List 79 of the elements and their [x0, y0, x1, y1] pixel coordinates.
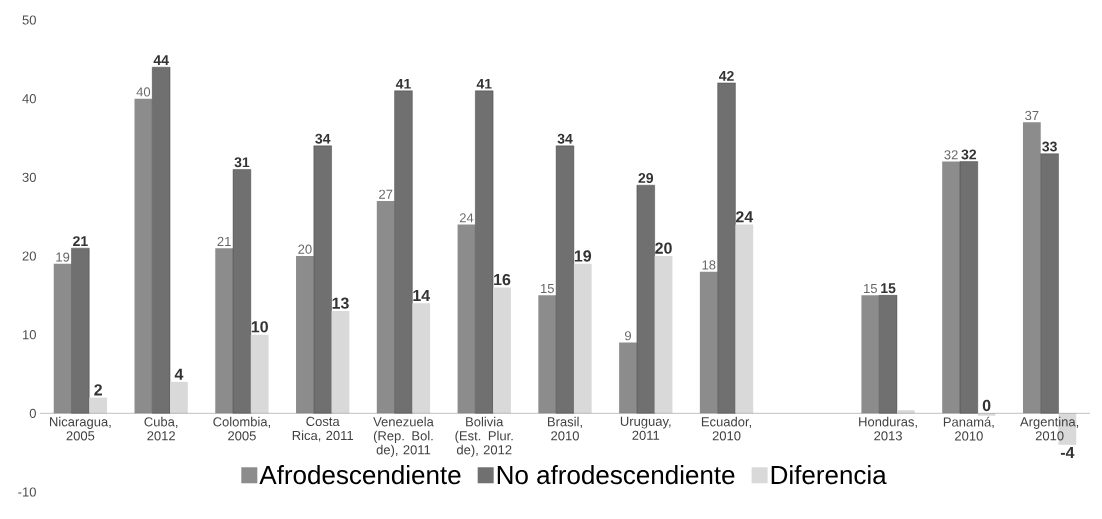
bar: [493, 287, 511, 414]
data-label: 4: [174, 368, 184, 380]
bar: [412, 303, 431, 414]
data-label: 37: [1025, 110, 1039, 121]
data-label: 20: [655, 242, 672, 254]
y-tick-label: 40: [22, 94, 36, 104]
y-tick-label: 10: [23, 330, 36, 340]
x-tick-label: Ecuador, 2010: [701, 416, 752, 441]
data-label: 40: [136, 87, 151, 97]
bar: [376, 200, 395, 414]
data-label: 24: [459, 213, 474, 223]
x-tick-label: Bolivia (Est. Plur. de), 2012: [455, 416, 513, 457]
x-tick-label: Uruguay, 2011: [620, 416, 671, 440]
bar: [215, 248, 234, 414]
bar: [896, 410, 915, 414]
data-label: 19: [56, 252, 70, 262]
data-label: 21: [73, 236, 88, 246]
data-label: 41: [395, 78, 411, 89]
data-label: 15: [540, 284, 554, 294]
y-tick-label: -10: [18, 487, 36, 497]
x-tick-label: Venezuela (Rep. Bol. de), 2011: [373, 416, 434, 457]
data-label: 21: [217, 236, 231, 246]
data-label: 15: [864, 284, 877, 294]
data-label: 33: [1042, 141, 1057, 152]
bar: [250, 334, 269, 414]
x-tick-label: Panamá, 2010: [943, 416, 994, 441]
data-label: 10: [251, 321, 268, 333]
x-tick-label: Nicaragua, 2005: [50, 416, 111, 441]
data-label: 2: [94, 384, 102, 396]
data-label: 34: [315, 133, 331, 144]
bar: [170, 381, 188, 414]
data-label: 41: [476, 78, 492, 89]
bar: [735, 224, 754, 414]
legend-label: Afrodescendiente: [259, 465, 461, 485]
data-label: 19: [574, 250, 592, 262]
bar: [1022, 122, 1041, 414]
bar: [861, 295, 880, 414]
bar: [53, 263, 72, 414]
y-tick-label: 50: [22, 15, 36, 25]
bar: [619, 342, 637, 414]
data-label: 18: [702, 260, 716, 270]
x-tick-label: Cuba, 2012: [144, 416, 178, 441]
x-tick-label: Argentina, 2010: [1020, 416, 1079, 441]
x-tick-label: Brasil, 2010: [548, 416, 582, 441]
data-label: 32: [961, 149, 977, 160]
data-label: 32: [944, 150, 958, 160]
data-label: 44: [153, 55, 169, 65]
data-label: 0: [982, 399, 991, 412]
legend-label: No afrodescendiente: [497, 465, 735, 485]
x-tick-label: Honduras, 2013: [859, 416, 917, 441]
x-tick-label: Colombia, 2005: [213, 416, 271, 441]
data-label: 27: [379, 189, 393, 199]
data-label: -4: [1060, 447, 1075, 459]
bar: [942, 161, 960, 414]
data-label: 14: [413, 289, 431, 301]
data-label: 15: [881, 283, 896, 294]
data-label: 31: [234, 157, 250, 168]
y-tick-label: 0: [29, 408, 36, 418]
bar: [699, 271, 718, 414]
data-label: 29: [638, 173, 654, 184]
legend-label: Diferencia: [771, 465, 887, 485]
data-label: 16: [494, 273, 511, 286]
bar: [654, 256, 673, 414]
bar: [134, 98, 153, 414]
bar: [538, 295, 557, 414]
data-label: 24: [735, 211, 754, 223]
data-label: 42: [718, 70, 734, 81]
bar: [457, 224, 476, 414]
y-tick-label: 30: [22, 172, 36, 182]
data-label: 13: [332, 297, 349, 309]
bar: [296, 256, 314, 414]
data-label: 20: [298, 244, 312, 254]
bar: [331, 311, 350, 414]
x-tick-label: Costa Rica, 2011: [292, 416, 354, 442]
bar: [89, 397, 108, 414]
y-tick-label: 20: [22, 251, 36, 261]
data-label: 34: [557, 133, 573, 144]
data-label: 9: [625, 331, 631, 341]
bar: [573, 263, 592, 414]
